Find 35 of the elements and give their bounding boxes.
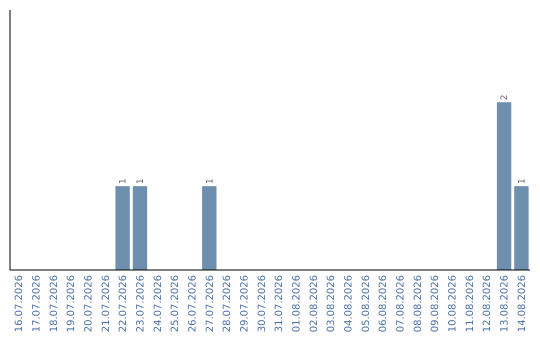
x-tick-label: 22.07.2026 bbox=[118, 275, 130, 332]
data-label: 1 bbox=[136, 178, 146, 184]
x-tick-label: 14.08.2026 bbox=[516, 275, 528, 332]
x-tick-label: 12.08.2026 bbox=[482, 275, 494, 332]
x-tick-label: 21.07.2026 bbox=[100, 275, 112, 332]
x-tick-label: 07.08.2026 bbox=[396, 275, 407, 332]
x-tick-label: 05.08.2026 bbox=[360, 275, 372, 332]
x-tick-label: 10.08.2026 bbox=[448, 275, 459, 332]
x-tick-label: 28.07.2026 bbox=[222, 275, 234, 332]
data-label: 1 bbox=[205, 178, 216, 184]
x-tick-label: 23.07.2026 bbox=[135, 275, 146, 332]
x-tick-label: 20.07.2026 bbox=[83, 275, 94, 332]
x-tick-label: 25.07.2026 bbox=[170, 275, 182, 332]
x-tick-label: 31.07.2026 bbox=[274, 275, 286, 332]
x-tick-label: 04.08.2026 bbox=[344, 275, 355, 332]
x-tick-label: 17.07.2026 bbox=[31, 275, 42, 332]
x-tick-label: 26.07.2026 bbox=[187, 275, 198, 332]
x-tick-label: 01.08.2026 bbox=[292, 275, 303, 332]
x-tick-label: 13.08.2026 bbox=[500, 275, 511, 332]
x-tick-label: 29.07.2026 bbox=[239, 275, 250, 332]
data-label: 1 bbox=[517, 178, 528, 184]
x-tick-label: 11.08.2026 bbox=[464, 275, 476, 332]
x-tick-label: 08.08.2026 bbox=[412, 275, 424, 332]
data-label: 2 bbox=[500, 94, 510, 100]
data-label: 1 bbox=[118, 178, 129, 184]
x-tick-label: 09.08.2026 bbox=[430, 275, 442, 332]
x-tick-label: 02.08.2026 bbox=[308, 275, 320, 332]
x-tick-label: 16.07.2026 bbox=[14, 275, 26, 332]
x-tick-label: 30.07.2026 bbox=[256, 275, 268, 332]
x-tick-label: 27.07.2026 bbox=[204, 275, 216, 332]
x-tick-label: 06.08.2026 bbox=[378, 275, 390, 332]
x-tick-label: 18.07.2026 bbox=[48, 275, 60, 332]
x-tick-label: 03.08.2026 bbox=[326, 275, 338, 332]
x-tick-label: 19.07.2026 bbox=[66, 275, 78, 332]
x-tick-label: 24.07.2026 bbox=[152, 275, 164, 332]
